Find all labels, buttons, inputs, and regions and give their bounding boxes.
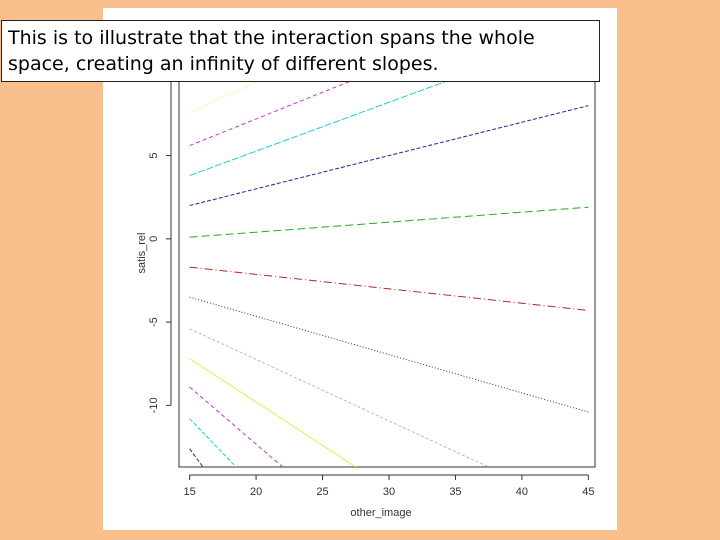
y-tick-label: 0 xyxy=(148,236,160,242)
y-axis-title: satis_rel xyxy=(136,233,148,274)
x-tick-label: 45 xyxy=(582,486,594,498)
series-line-12 xyxy=(189,386,283,467)
series-line-7 xyxy=(189,206,589,238)
series-line-9 xyxy=(189,296,589,413)
x-tick-label: 40 xyxy=(516,486,528,498)
x-tick-label: 15 xyxy=(184,486,196,498)
x-tick-label: 35 xyxy=(449,486,461,498)
series-line-4 xyxy=(189,39,457,147)
x-axis: 15 20 25 30 35 40 45 xyxy=(184,474,594,498)
y-tick-label: -5 xyxy=(148,317,160,327)
caption-box: This is to illustrate that the interacti… xyxy=(1,20,600,82)
series-line-11 xyxy=(189,358,357,467)
y-tick-label: -10 xyxy=(148,397,160,413)
x-axis-title: other_image xyxy=(350,507,411,519)
series-line-14 xyxy=(189,448,204,467)
caption-text: This is to illustrate that the interacti… xyxy=(8,27,535,75)
x-tick-label: 20 xyxy=(250,486,262,498)
x-tick-label: 25 xyxy=(316,486,328,498)
series-line-13 xyxy=(189,418,237,467)
series-line-8 xyxy=(189,266,589,311)
y-tick-label: 5 xyxy=(148,153,160,159)
series-line-6 xyxy=(189,105,589,207)
series-line-10 xyxy=(189,328,489,467)
x-tick-label: 30 xyxy=(383,486,395,498)
y-axis: -10-50510 xyxy=(148,66,172,413)
